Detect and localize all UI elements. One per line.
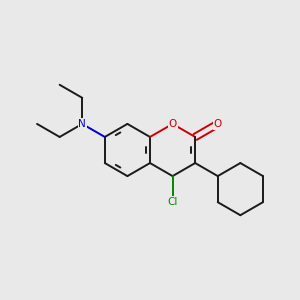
Text: O: O (214, 119, 222, 129)
Text: Cl: Cl (167, 197, 178, 207)
Text: N: N (78, 119, 86, 129)
Text: O: O (169, 119, 177, 129)
